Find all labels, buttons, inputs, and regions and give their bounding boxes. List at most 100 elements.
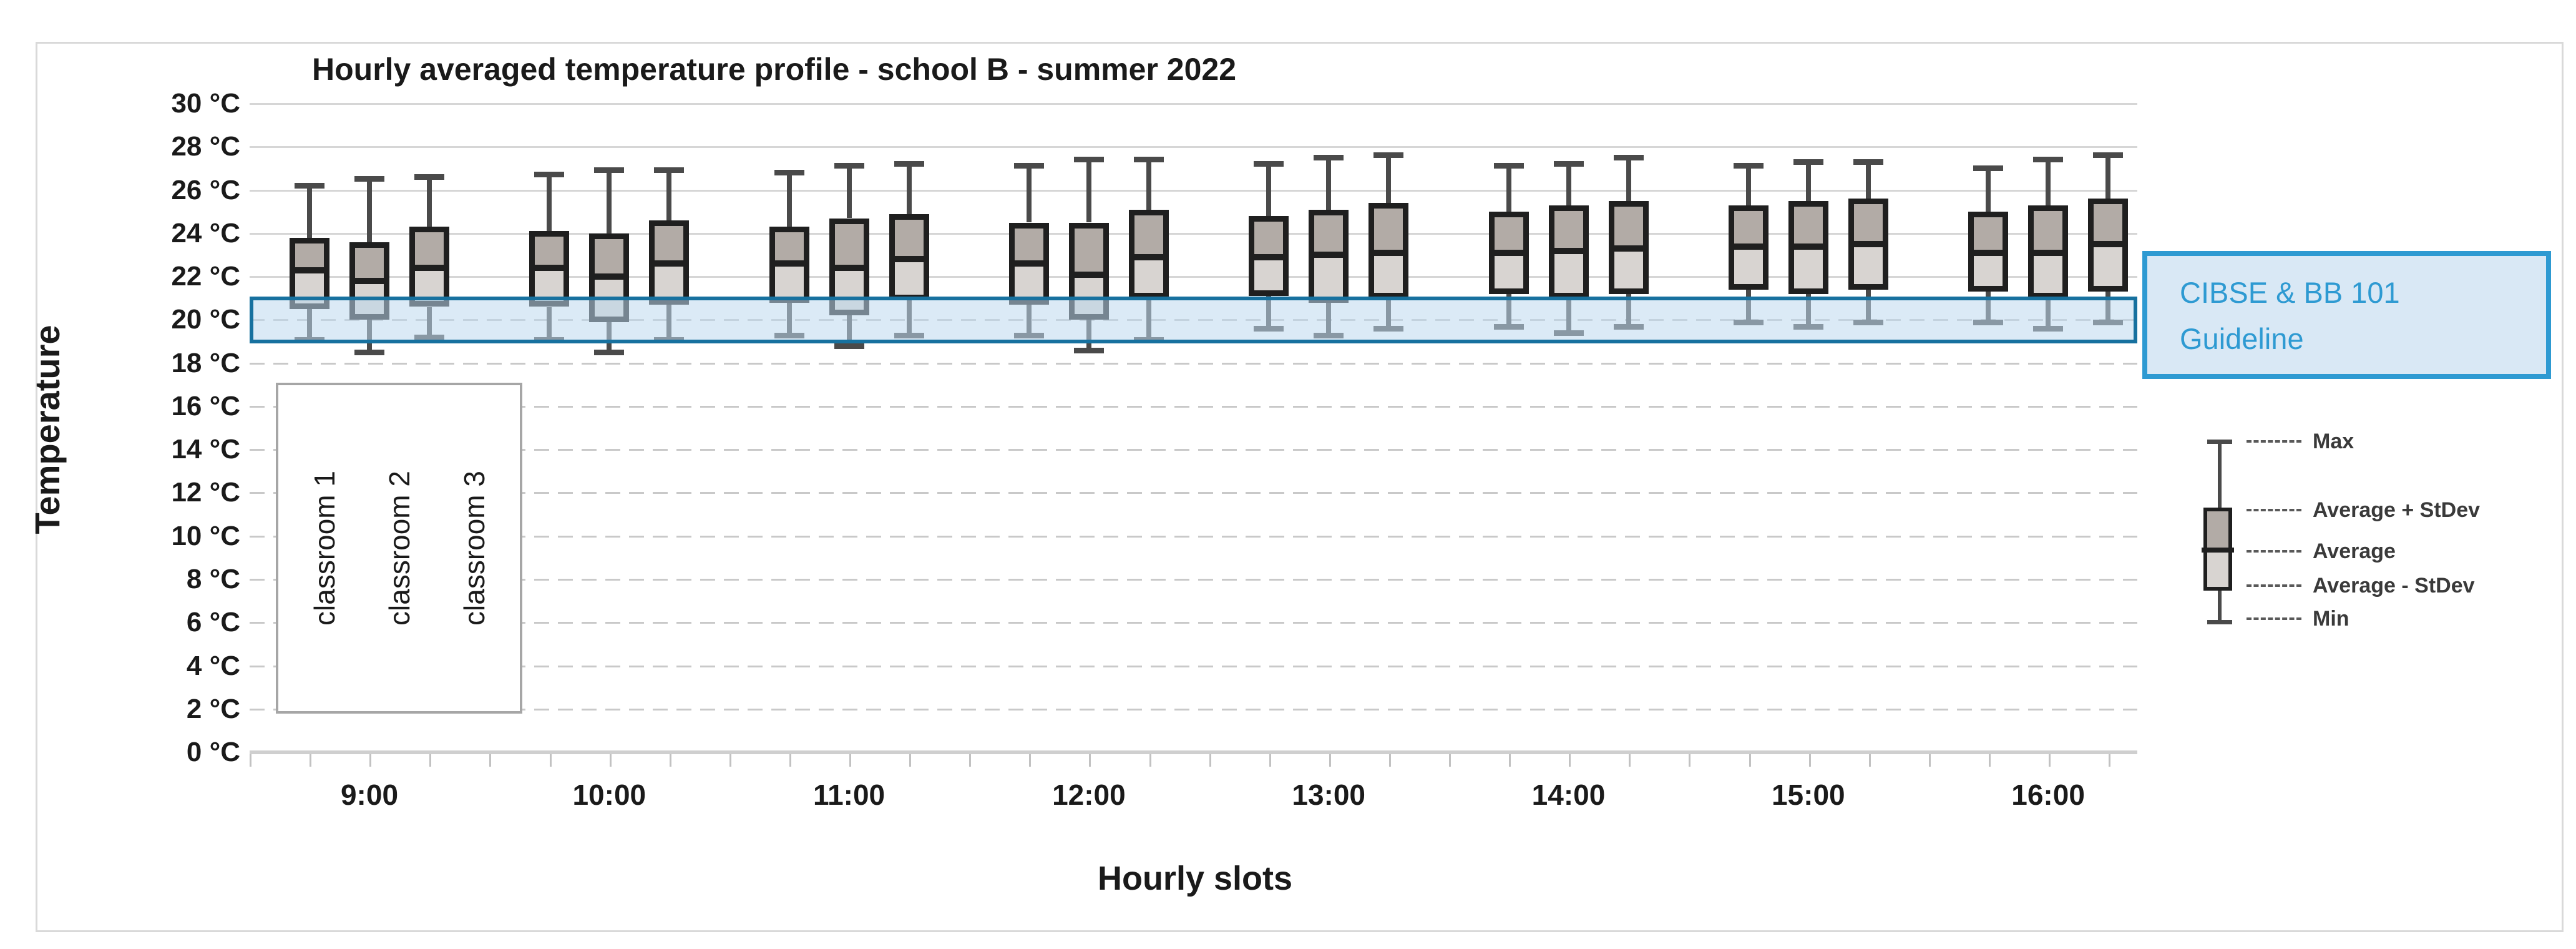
box-900-c1-max-cap bbox=[295, 182, 324, 189]
x-axis-tick bbox=[909, 754, 912, 767]
legend-leader-1 bbox=[2247, 440, 2301, 443]
guideline-label-line2: Guideline bbox=[2180, 322, 2304, 355]
gridline-30c bbox=[250, 103, 2137, 105]
box-1200-c1-max-cap bbox=[1013, 163, 1044, 169]
box-1100-c1-upper-whisker bbox=[786, 172, 792, 227]
box-1100-c2-upper-whisker bbox=[846, 166, 852, 219]
x-axis-tick bbox=[1209, 754, 1211, 767]
box-1200-c2-upper-whisker bbox=[1086, 160, 1091, 223]
y-tick-label: 6 °C bbox=[186, 607, 240, 638]
box-900-c3-upper-whisker bbox=[427, 177, 432, 227]
x-tick-label: 12:00 bbox=[1052, 779, 1126, 811]
x-axis-tick bbox=[2049, 754, 2051, 767]
box-1300-c3-upper-whisker bbox=[1386, 155, 1392, 204]
x-axis-tick bbox=[1449, 754, 1451, 767]
box-1500-c3-upper-whisker bbox=[1865, 162, 1871, 199]
box-1300-c2-average-line bbox=[1309, 252, 1349, 258]
box-1400-c2-upper-whisker bbox=[1566, 164, 1571, 205]
x-tick-label: 11:00 bbox=[813, 779, 886, 811]
box-1100-c1-average-line bbox=[769, 260, 809, 267]
x-axis-tick bbox=[609, 754, 612, 767]
legend-glyph-max-cap bbox=[2207, 440, 2232, 444]
y-tick-label: 0 °C bbox=[186, 737, 240, 767]
box-1300-c1-max-cap bbox=[1254, 161, 1284, 167]
gridline-2c bbox=[250, 708, 2137, 711]
box-1000-c2-upper-whisker bbox=[607, 170, 612, 234]
box-1300-c2-upper-whisker bbox=[1326, 157, 1332, 210]
box-900-c1-upper-whisker bbox=[307, 185, 312, 238]
y-tick-label: 30 °C bbox=[171, 88, 240, 119]
x-axis-tick bbox=[729, 754, 731, 767]
legend-glyph-lower-whisker bbox=[2218, 591, 2222, 622]
x-axis-line bbox=[250, 750, 2137, 754]
box-1400-c3-max-cap bbox=[1613, 154, 1644, 160]
box-1000-c3-max-cap bbox=[654, 167, 685, 174]
x-axis-tick bbox=[1509, 754, 1511, 767]
box-1500-c1-max-cap bbox=[1733, 163, 1764, 169]
box-1400-c1-max-cap bbox=[1493, 163, 1524, 169]
series-label-2: classroom 2 bbox=[383, 471, 416, 626]
y-tick-label: 26 °C bbox=[171, 174, 240, 205]
x-axis-tick bbox=[1928, 754, 1931, 767]
y-tick-label: 18 °C bbox=[171, 347, 240, 378]
box-900-c1-average-line bbox=[290, 267, 329, 273]
box-1600-c3-upper-whisker bbox=[2105, 155, 2111, 199]
gridline-14c bbox=[250, 449, 2137, 451]
box-1100-c1-max-cap bbox=[774, 169, 804, 175]
y-tick-label: 8 °C bbox=[186, 563, 240, 594]
legend-leader-4 bbox=[2247, 584, 2301, 587]
box-1000-c3-upper-whisker bbox=[666, 170, 672, 221]
x-axis-tick bbox=[1988, 754, 1991, 767]
y-tick-label: 20 °C bbox=[171, 304, 240, 335]
gridline-24c bbox=[250, 232, 2137, 235]
box-1500-c3-max-cap bbox=[1853, 159, 1883, 165]
box-1600-c1-max-cap bbox=[1973, 165, 2004, 171]
box-1400-c3-average-line bbox=[1608, 245, 1649, 252]
y-tick-label: 24 °C bbox=[171, 217, 240, 248]
box-1000-c2-average-line bbox=[589, 273, 630, 280]
x-axis-tick bbox=[969, 754, 972, 767]
x-axis-tick bbox=[1029, 754, 1032, 767]
legend-leader-2 bbox=[2247, 509, 2301, 511]
box-1200-c2-min-cap bbox=[1073, 347, 1104, 353]
legend-glyph-min-cap bbox=[2207, 620, 2232, 624]
x-axis-tick bbox=[369, 754, 372, 767]
gridline-6c bbox=[250, 622, 2137, 624]
guideline-label-box: CIBSE & BB 101 Guideline bbox=[2142, 251, 2551, 379]
x-axis-tick bbox=[1269, 754, 1271, 767]
gridline-22c bbox=[250, 276, 2137, 278]
box-1500-c2-max-cap bbox=[1793, 159, 1823, 165]
legend-leader-3 bbox=[2247, 550, 2301, 553]
box-900-c2-min-cap bbox=[354, 350, 384, 356]
box-900-c2-max-cap bbox=[354, 176, 384, 182]
box-1100-c3-upper-whisker bbox=[906, 164, 912, 214]
x-axis-tick bbox=[2109, 754, 2111, 767]
gridline-18c bbox=[250, 362, 2137, 365]
box-1200-c3-upper-whisker bbox=[1146, 160, 1151, 210]
y-tick-label: 16 °C bbox=[171, 390, 240, 421]
x-tick-label: 10:00 bbox=[572, 779, 646, 811]
box-1400-c3-upper-whisker bbox=[1626, 157, 1631, 201]
box-900-c2-upper-whisker bbox=[367, 179, 372, 242]
box-1200-c1-upper-whisker bbox=[1026, 166, 1032, 223]
box-1200-c1-average-line bbox=[1008, 260, 1049, 267]
box-1100-c3-max-cap bbox=[894, 161, 924, 167]
x-axis-tick bbox=[1569, 754, 1571, 767]
box-1100-c3-average-line bbox=[889, 256, 929, 263]
x-axis-tick bbox=[1388, 754, 1391, 767]
box-1600-c1-average-line bbox=[1968, 250, 2009, 256]
y-tick-label: 12 °C bbox=[171, 477, 240, 508]
gridline-28c bbox=[250, 146, 2137, 149]
series-label-3: classroom 3 bbox=[458, 471, 490, 626]
x-axis-tick bbox=[1329, 754, 1331, 767]
box-900-c3-max-cap bbox=[414, 174, 444, 180]
box-1300-c1-average-line bbox=[1249, 253, 1289, 260]
legend-label-1: Max bbox=[2313, 430, 2354, 453]
gridline-8c bbox=[250, 578, 2137, 581]
x-axis-tick bbox=[1149, 754, 1151, 767]
legend-glyph-average-line bbox=[2202, 548, 2234, 553]
x-tick-label: 15:00 bbox=[1771, 779, 1845, 811]
series-legend-box bbox=[276, 383, 522, 714]
box-1300-c2-max-cap bbox=[1314, 154, 1344, 160]
box-1600-c2-upper-whisker bbox=[2046, 160, 2051, 205]
